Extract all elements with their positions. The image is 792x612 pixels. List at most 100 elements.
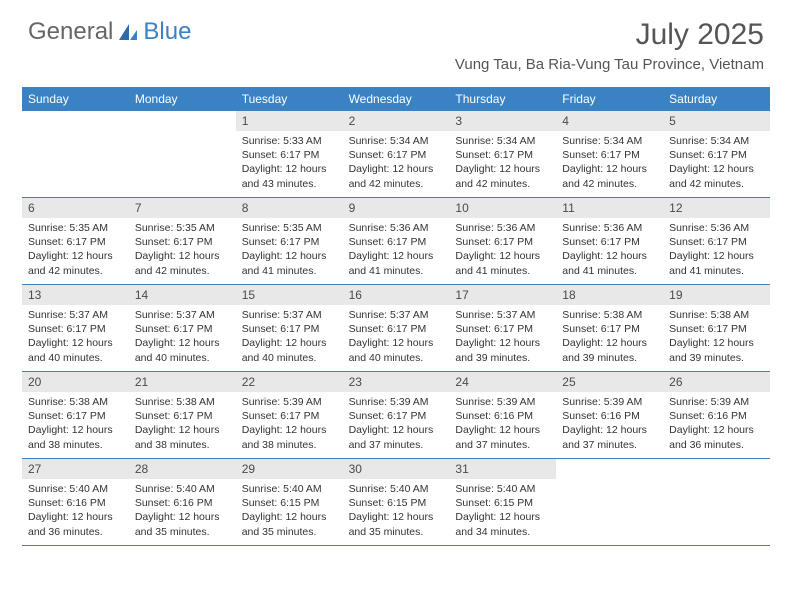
sunset-text: Sunset: 6:17 PM [242,148,337,162]
day-body: Sunrise: 5:38 AMSunset: 6:17 PMDaylight:… [22,392,129,452]
sunrise-text: Sunrise: 5:38 AM [135,395,230,409]
day-body: Sunrise: 5:37 AMSunset: 6:17 PMDaylight:… [236,305,343,365]
day-cell: 18Sunrise: 5:38 AMSunset: 6:17 PMDayligh… [556,285,663,371]
daylight-text-1: Daylight: 12 hours [669,423,764,437]
daylight-text-1: Daylight: 12 hours [562,336,657,350]
daylight-text-1: Daylight: 12 hours [28,336,123,350]
sunrise-text: Sunrise: 5:37 AM [135,308,230,322]
day-cell: 29Sunrise: 5:40 AMSunset: 6:15 PMDayligh… [236,459,343,545]
daylight-text-1: Daylight: 12 hours [455,249,550,263]
sunset-text: Sunset: 6:17 PM [135,235,230,249]
sunset-text: Sunset: 6:15 PM [455,496,550,510]
daylight-text-2: and 41 minutes. [455,264,550,278]
day-body: Sunrise: 5:39 AMSunset: 6:17 PMDaylight:… [343,392,450,452]
day-cell: 4Sunrise: 5:34 AMSunset: 6:17 PMDaylight… [556,111,663,197]
daylight-text-2: and 38 minutes. [28,438,123,452]
sunrise-text: Sunrise: 5:39 AM [669,395,764,409]
sunrise-text: Sunrise: 5:35 AM [135,221,230,235]
day-number: 30 [343,459,450,479]
weekday-saturday: Saturday [663,87,770,111]
sunset-text: Sunset: 6:15 PM [242,496,337,510]
day-cell: 13Sunrise: 5:37 AMSunset: 6:17 PMDayligh… [22,285,129,371]
daylight-text-2: and 40 minutes. [28,351,123,365]
day-number: 15 [236,285,343,305]
weekday-friday: Friday [556,87,663,111]
day-body: Sunrise: 5:39 AMSunset: 6:16 PMDaylight:… [556,392,663,452]
day-number: 27 [22,459,129,479]
day-number: 17 [449,285,556,305]
calendar: Sunday Monday Tuesday Wednesday Thursday… [22,87,770,546]
day-number: 11 [556,198,663,218]
sunset-text: Sunset: 6:17 PM [669,235,764,249]
daylight-text-1: Daylight: 12 hours [135,336,230,350]
sunset-text: Sunset: 6:17 PM [28,235,123,249]
daylight-text-1: Daylight: 12 hours [349,423,444,437]
day-body: Sunrise: 5:33 AMSunset: 6:17 PMDaylight:… [236,131,343,191]
sunrise-text: Sunrise: 5:37 AM [455,308,550,322]
day-cell: 16Sunrise: 5:37 AMSunset: 6:17 PMDayligh… [343,285,450,371]
sunset-text: Sunset: 6:17 PM [242,409,337,423]
weekday-tuesday: Tuesday [236,87,343,111]
daylight-text-2: and 42 minutes. [669,177,764,191]
day-cell: 28Sunrise: 5:40 AMSunset: 6:16 PMDayligh… [129,459,236,545]
sunset-text: Sunset: 6:17 PM [349,235,444,249]
day-cell: 30 Sunrise: 5:40 AMSunset: 6:15 PMDayligh… [343,459,450,545]
daylight-text-2: and 35 minutes. [242,525,337,539]
day-number: 16 [343,285,450,305]
daylight-text-2: and 40 minutes. [349,351,444,365]
day-body: Sunrise: 5:34 AMSunset: 6:17 PMDaylight:… [663,131,770,191]
day-body: Sunrise: 5:36 AMSunset: 6:17 PMDaylight:… [343,218,450,278]
day-cell: 26Sunrise: 5:39 AMSunset: 6:16 PMDayligh… [663,372,770,458]
day-cell: 10Sunrise: 5:36 AMSunset: 6:17 PMDayligh… [449,198,556,284]
weekday-wednesday: Wednesday [343,87,450,111]
sunrise-text: Sunrise: 5:40 AM [28,482,123,496]
sunrise-text: Sunrise: 5:38 AM [562,308,657,322]
sunset-text: Sunset: 6:15 PM [349,496,444,510]
day-number: 4 [556,111,663,131]
weekday-sunday: Sunday [22,87,129,111]
empty-day-cell [129,111,236,197]
sunset-text: Sunset: 6:17 PM [349,409,444,423]
daylight-text-1: Daylight: 12 hours [349,249,444,263]
day-number: 10 [449,198,556,218]
logo-text-general: General [28,18,113,46]
day-number: 21 [129,372,236,392]
sunrise-text: Sunrise: 5:37 AM [349,308,444,322]
week-row: 13Sunrise: 5:37 AMSunset: 6:17 PMDayligh… [22,285,770,372]
sunset-text: Sunset: 6:17 PM [135,322,230,336]
day-number: 1 [236,111,343,131]
day-cell: 7Sunrise: 5:35 AMSunset: 6:17 PMDaylight… [129,198,236,284]
day-body: Sunrise: 5:38 AMSunset: 6:17 PMDaylight:… [129,392,236,452]
daylight-text-2: and 37 minutes. [349,438,444,452]
sunrise-text: Sunrise: 5:37 AM [28,308,123,322]
daylight-text-1: Daylight: 12 hours [562,423,657,437]
day-body: Sunrise: 5:40 AMSunset: 6:16 PMDaylight:… [129,479,236,539]
daylight-text-2: and 41 minutes. [669,264,764,278]
daylight-text-1: Daylight: 12 hours [28,249,123,263]
daylight-text-2: and 36 minutes. [28,525,123,539]
day-number: 14 [129,285,236,305]
day-cell: 14 Sunrise: 5:37 AMSunset: 6:17 PMDayligh… [129,285,236,371]
daylight-text-1: Daylight: 12 hours [349,510,444,524]
sunrise-text: Sunrise: 5:40 AM [349,482,444,496]
daylight-text-1: Daylight: 12 hours [455,423,550,437]
daylight-text-2: and 41 minutes. [562,264,657,278]
day-number: 18 [556,285,663,305]
day-number: 25 [556,372,663,392]
daylight-text-1: Daylight: 12 hours [455,162,550,176]
week-row: 27Sunrise: 5:40 AMSunset: 6:16 PMDayligh… [22,459,770,546]
daylight-text-2: and 42 minutes. [135,264,230,278]
day-number: 24 [449,372,556,392]
sunset-text: Sunset: 6:17 PM [562,235,657,249]
daylight-text-1: Daylight: 12 hours [135,510,230,524]
day-number: 12 [663,198,770,218]
daylight-text-2: and 39 minutes. [455,351,550,365]
day-number: 26 [663,372,770,392]
day-cell: 27Sunrise: 5:40 AMSunset: 6:16 PMDayligh… [22,459,129,545]
sunrise-text: Sunrise: 5:40 AM [242,482,337,496]
day-body: Sunrise: 5:39 AMSunset: 6:17 PMDaylight:… [236,392,343,452]
daylight-text-2: and 42 minutes. [349,177,444,191]
weekday-header-row: Sunday Monday Tuesday Wednesday Thursday… [22,87,770,111]
day-cell: 20Sunrise: 5:38 AMSunset: 6:17 PMDayligh… [22,372,129,458]
sunset-text: Sunset: 6:17 PM [242,322,337,336]
